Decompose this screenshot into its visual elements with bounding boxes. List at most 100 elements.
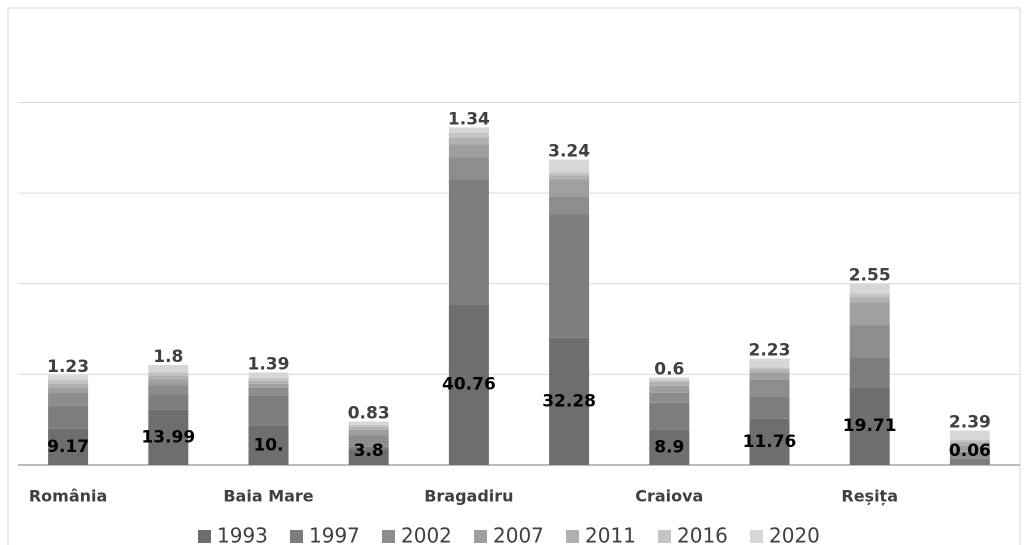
bar-segment — [849, 325, 890, 358]
legend-label: 2016 — [677, 524, 728, 545]
bar-segment — [549, 337, 590, 465]
bar-segment — [148, 385, 189, 395]
legend-swatch — [474, 530, 487, 543]
legend-label: 2011 — [585, 524, 636, 545]
bar-segment — [248, 380, 289, 384]
bar-segment — [48, 393, 89, 407]
legend-label: 2007 — [493, 524, 544, 545]
x-tick-label: Craiova — [635, 487, 703, 506]
data-label: 10. — [253, 435, 283, 455]
bar-segment — [649, 381, 690, 386]
data-label: 1.23 — [47, 357, 89, 377]
x-tick-label: România — [29, 487, 107, 506]
data-label: 2.39 — [949, 413, 991, 433]
bar-segment — [148, 379, 189, 386]
bar-segment — [849, 293, 890, 298]
bar-segment — [949, 458, 990, 465]
chart-border — [7, 7, 1021, 545]
legend-swatch — [290, 530, 303, 543]
data-label: 11.76 — [743, 432, 797, 452]
bar-segment — [949, 430, 990, 440]
data-label: 2.55 — [849, 266, 891, 286]
bar-segment — [148, 375, 189, 380]
legend-swatch — [382, 530, 395, 543]
bar-segment — [348, 429, 389, 436]
data-label: 13.99 — [141, 427, 195, 447]
data-label: 0.06 — [949, 441, 991, 461]
bar-segment — [749, 379, 790, 397]
bar-segment — [749, 369, 790, 373]
bar-segment — [549, 159, 590, 173]
bar-segment — [949, 445, 990, 452]
bar-segment — [448, 132, 489, 138]
bar-segment — [448, 157, 489, 180]
legend-label: 2002 — [401, 524, 452, 545]
data-label: 3.8 — [354, 441, 384, 461]
legend-swatch — [566, 530, 579, 543]
bar-segment — [148, 372, 189, 376]
bar-segment — [248, 395, 289, 426]
data-label: 19.71 — [843, 416, 897, 436]
x-tick-label: Bragadiru — [424, 487, 513, 506]
bar-segment — [949, 439, 990, 442]
data-label: 1.39 — [248, 354, 290, 374]
bar-segment — [248, 387, 289, 396]
bar-segment — [749, 418, 790, 465]
bar-segment — [48, 428, 89, 465]
legend-swatch — [750, 530, 763, 543]
bar-segment — [849, 302, 890, 326]
bar-segment — [649, 429, 690, 465]
data-label: 8.9 — [654, 437, 684, 457]
legend-swatch — [198, 530, 211, 543]
data-label: 32.28 — [542, 391, 596, 411]
bar-segment — [348, 421, 389, 425]
data-label: 2.23 — [749, 341, 791, 361]
bar-segment — [649, 379, 690, 382]
bar-segment — [348, 435, 389, 447]
bar-segment — [48, 387, 89, 394]
bar-segment — [448, 304, 489, 465]
bar-segment — [649, 392, 690, 403]
legend-label: 1997 — [309, 524, 360, 545]
bar-segment — [248, 377, 289, 381]
bar-segment — [48, 375, 89, 381]
x-tick-label: Reșița — [841, 487, 898, 506]
bar-segment — [348, 424, 389, 427]
bar-segment — [248, 372, 289, 378]
bar-segment — [649, 402, 690, 430]
data-label: 9.17 — [47, 437, 89, 457]
bar-segment — [849, 297, 890, 303]
bar-segment — [549, 214, 590, 338]
bar-segment — [248, 383, 289, 388]
bar-segment — [48, 380, 89, 384]
bar-segment — [549, 172, 590, 176]
bar-segment — [849, 387, 890, 465]
bar-segment — [549, 196, 590, 215]
bar-segment — [248, 425, 289, 465]
bar-segment — [749, 372, 790, 380]
bar-segment — [448, 127, 489, 133]
bar-segment — [549, 175, 590, 180]
bar-segment — [949, 451, 990, 459]
bar-segment — [48, 406, 89, 429]
data-label: 1.34 — [448, 109, 490, 129]
bar-segment — [849, 357, 890, 388]
bar-segment — [348, 446, 389, 451]
bar-segment — [749, 367, 790, 370]
data-label: 3.24 — [548, 142, 590, 162]
data-label: 40.76 — [442, 375, 496, 395]
data-label: 1.8 — [153, 347, 183, 367]
legend-label: 2020 — [769, 524, 820, 545]
data-label: 0.83 — [348, 404, 390, 424]
bar-segment — [849, 283, 890, 294]
bar-segment — [448, 179, 489, 305]
bar-segment — [148, 364, 189, 373]
bar-segment — [749, 396, 790, 419]
x-tick-label: Baia Mare — [223, 487, 313, 506]
bar-segment — [649, 385, 690, 393]
bar-segment — [749, 358, 790, 368]
bar-segment — [448, 144, 489, 158]
bar-segment — [949, 441, 990, 446]
bar-segment — [48, 383, 89, 388]
